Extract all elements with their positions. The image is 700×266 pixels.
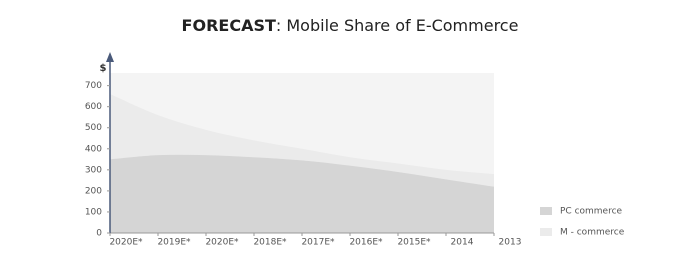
- y-tick-label: 600: [85, 102, 102, 112]
- x-tick-label: 2020E*: [205, 238, 239, 248]
- area: [110, 94, 494, 187]
- x-tick-label: 2018E*: [253, 238, 287, 248]
- x-tick-label: 2017E*: [301, 238, 335, 248]
- title-rest: : Mobile Share of E-Commerce: [276, 16, 519, 35]
- x-tick-label: 2015E*: [397, 238, 431, 248]
- y-tick-label: 0: [96, 229, 102, 239]
- chart-title: FORECAST: Mobile Share of E-Commerce: [182, 16, 519, 35]
- x-tick-label: 2019E*: [157, 238, 191, 248]
- y-tick-label: 200: [85, 186, 102, 196]
- y-tick-label: 300: [85, 165, 102, 175]
- x-tick-label: 2013: [499, 238, 522, 248]
- area: [110, 154, 494, 233]
- y-tick-label: 400: [85, 144, 102, 154]
- x-tick-label: 2014: [451, 238, 474, 248]
- plot: [110, 94, 494, 233]
- y-tick-label: 500: [85, 123, 102, 133]
- legend-label: PC commerce: [560, 207, 623, 217]
- legend-swatch: [540, 228, 552, 236]
- x-tick-label: 2016E*: [349, 238, 383, 248]
- y-tick-label: 100: [85, 207, 102, 217]
- y-axis-arrow: [106, 52, 114, 62]
- y-tick-label: 700: [85, 81, 102, 91]
- x-tick-label: 2020E*: [109, 238, 143, 248]
- y-axis-label: $: [100, 63, 107, 74]
- legend-swatch: [540, 207, 552, 215]
- title-bold: FORECAST: [182, 16, 276, 35]
- legend-label: M - commerce: [560, 228, 625, 238]
